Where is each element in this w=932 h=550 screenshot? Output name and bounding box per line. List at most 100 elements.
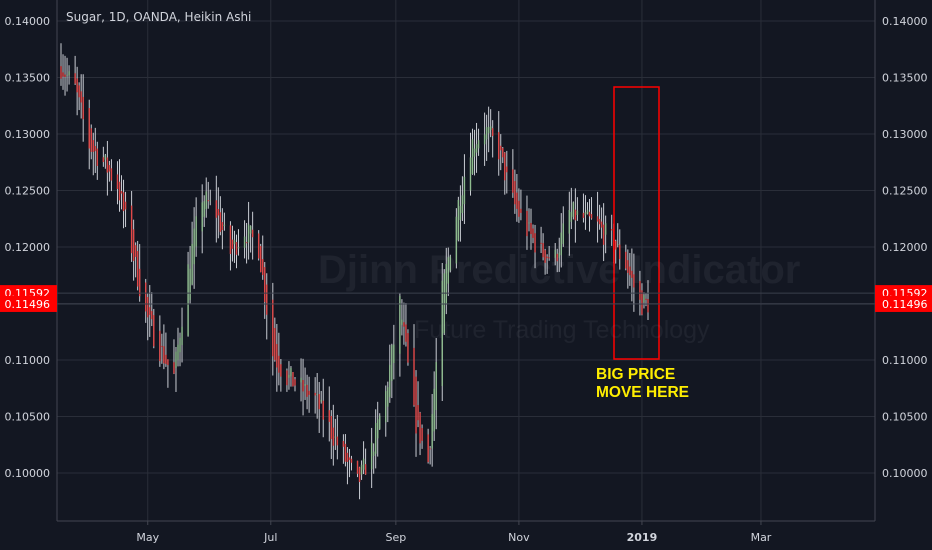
candle-body <box>217 209 220 216</box>
candle-body <box>219 212 222 232</box>
candle-body <box>290 367 292 377</box>
candle-body <box>165 354 167 364</box>
candle-body <box>617 244 619 246</box>
candle-body <box>647 299 649 313</box>
candle-body <box>514 181 516 205</box>
x-tick-label: Jul <box>263 531 277 544</box>
candle-body <box>633 274 635 288</box>
candle-body <box>600 221 603 228</box>
candle-body <box>379 415 381 429</box>
candle-body <box>300 377 302 383</box>
candle-body <box>334 436 337 438</box>
candle-body <box>288 374 290 378</box>
candle-body <box>286 370 288 386</box>
candle-body <box>364 464 367 475</box>
candle-body <box>602 224 605 245</box>
candle-body <box>554 249 556 258</box>
price-tag-right-bg <box>875 295 932 312</box>
candle-body <box>469 157 472 191</box>
candle-body <box>506 166 508 173</box>
watermark-title: Djinn Predictive Indicator <box>318 248 801 292</box>
candle-body <box>405 324 407 342</box>
candle-body <box>346 452 349 462</box>
candle-body <box>526 210 528 237</box>
candle-body <box>455 216 458 264</box>
candle-body <box>645 298 647 300</box>
y-tick-label-right: 0.12000 <box>882 241 928 254</box>
candle-body <box>92 140 94 152</box>
candle-body <box>528 222 530 224</box>
candle-body <box>257 233 260 259</box>
x-tick-label: May <box>136 531 159 544</box>
candle-body <box>572 202 575 217</box>
candle-body <box>568 210 571 234</box>
highlight-box <box>613 86 660 360</box>
candle-body <box>431 414 433 449</box>
y-tick-label-right: 0.13500 <box>882 72 928 85</box>
candle-body <box>401 319 403 325</box>
candle-body <box>540 242 542 244</box>
y-tick-label-right: 0.10500 <box>882 411 928 424</box>
candle-body <box>419 412 421 444</box>
candle-body <box>475 144 478 153</box>
candle-body <box>76 78 78 93</box>
candle-body <box>358 467 361 483</box>
x-axis: May Jul Sep Nov 2019 Mar <box>136 521 772 544</box>
candle-body <box>274 327 276 361</box>
candle-body <box>149 307 151 315</box>
candle-body <box>215 200 218 218</box>
candle-body <box>124 201 127 210</box>
candle-body <box>122 192 125 212</box>
candle-body <box>60 66 62 79</box>
candle-body <box>304 383 306 386</box>
y-tick-label-left: 0.12500 <box>5 185 51 198</box>
candle-body <box>485 127 488 140</box>
candle-body <box>64 74 66 77</box>
candle-body <box>498 132 500 160</box>
candle-body <box>249 225 252 234</box>
candle-body <box>314 392 316 396</box>
candle-body <box>161 345 163 347</box>
candle-body <box>80 91 82 103</box>
candle-body <box>413 347 415 406</box>
candle-body <box>356 460 359 474</box>
annotation-line-2: MOVE HERE <box>596 384 690 401</box>
candle-body <box>308 390 310 395</box>
candle-body <box>447 257 450 284</box>
candle-body <box>596 216 599 222</box>
candle-body <box>504 152 506 181</box>
candle-body <box>191 243 193 285</box>
price-tag-left-bg <box>0 295 57 312</box>
candle-body <box>389 364 391 397</box>
candle-body <box>544 250 546 263</box>
candle-body <box>604 223 607 235</box>
annotation-line-1: BIG PRICE <box>596 366 676 383</box>
candle-body <box>66 74 68 76</box>
candle-body <box>316 394 318 396</box>
candle-body <box>120 191 123 194</box>
candle-body <box>385 391 387 423</box>
candle-body <box>576 210 579 215</box>
candle-body <box>500 145 502 151</box>
candle-body <box>62 72 64 77</box>
candle-body <box>534 233 536 253</box>
candle-body <box>350 458 353 463</box>
price-tag-right-label: 0.11496 <box>882 298 928 311</box>
candle-body <box>391 345 393 381</box>
chart-title: Sugar, 1D, OANDA, Heikin Ashi <box>66 10 252 24</box>
candle-body <box>558 252 560 258</box>
candle-body <box>276 344 278 368</box>
candle-body <box>330 416 333 440</box>
candle-body <box>209 200 211 202</box>
candle-body <box>459 206 462 221</box>
candle-body <box>427 434 429 463</box>
candle-body <box>441 280 443 387</box>
candle-body <box>619 244 621 260</box>
candle-body <box>403 322 405 327</box>
candle-body <box>96 148 99 166</box>
y-tick-label-left: 0.10000 <box>5 467 51 480</box>
candle-body <box>147 297 149 318</box>
candle-body <box>259 245 262 273</box>
